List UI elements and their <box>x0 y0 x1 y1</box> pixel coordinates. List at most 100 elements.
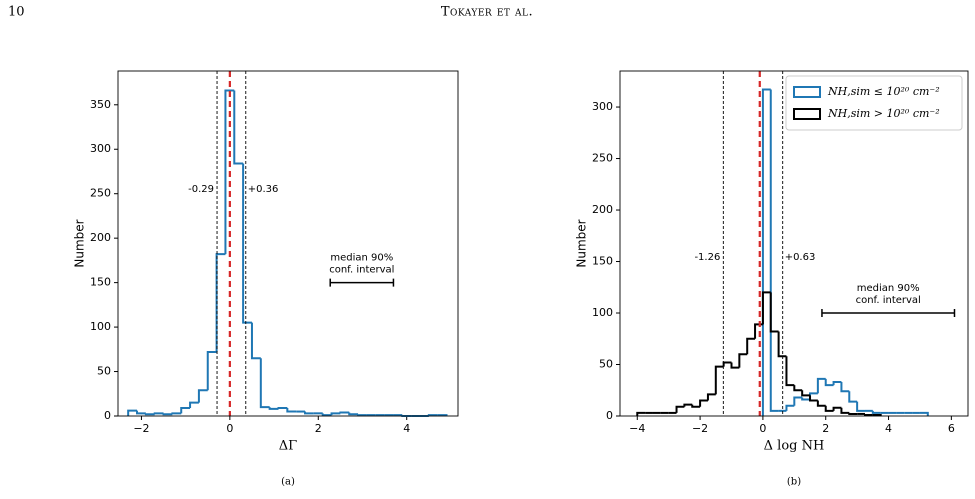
histogram-bin <box>286 407 297 413</box>
histogram-bin <box>144 413 155 416</box>
interval-label: conf. interval <box>329 265 394 276</box>
y-tick-label: 100 <box>90 320 111 333</box>
histogram-bin <box>714 365 724 395</box>
histogram-bin <box>250 322 261 360</box>
histogram-bin <box>304 411 314 415</box>
histogram-bin <box>197 389 208 403</box>
y-tick-label: 350 <box>90 98 111 111</box>
x-tick-label: −2 <box>133 422 149 435</box>
histogram-bin <box>233 90 244 165</box>
histogram-bin <box>769 89 779 412</box>
histogram-bin <box>699 399 708 407</box>
histogram-bin <box>840 407 850 414</box>
histogram-bin <box>259 358 270 409</box>
x-axis-label: Δ log NH <box>764 439 825 454</box>
histogram-bin <box>777 331 787 358</box>
histogram-bin <box>856 401 865 412</box>
legend-swatch <box>793 86 821 98</box>
histogram-bin <box>816 400 826 407</box>
histogram-bin <box>816 377 826 394</box>
histogram-bin <box>330 412 341 416</box>
histogram-bin <box>348 412 359 416</box>
histogram-bin <box>793 396 803 406</box>
histogram-bin <box>357 414 367 417</box>
plot-frame <box>619 70 969 417</box>
dashed-line-label: +0.36 <box>248 184 279 195</box>
y-tick-label: 50 <box>599 358 613 371</box>
histogram-bin <box>871 410 881 414</box>
x-tick-label: −4 <box>629 422 645 435</box>
legend-swatch <box>793 108 821 120</box>
histogram-bin <box>162 413 173 416</box>
histogram-bin <box>848 391 858 403</box>
y-tick-label: 0 <box>104 409 111 422</box>
histogram-bin <box>189 401 199 408</box>
y-tick-label: 0 <box>606 409 613 422</box>
histogram-bin <box>919 411 929 416</box>
y-tick-label: 300 <box>90 142 111 155</box>
histogram-bin <box>801 390 811 397</box>
histogram-bin <box>793 385 803 392</box>
page-number: 10 <box>8 5 25 20</box>
histogram-bin <box>809 392 818 400</box>
histogram-bin <box>636 411 646 416</box>
histogram-bin <box>738 353 748 368</box>
histogram-bin <box>761 88 771 416</box>
histogram-bin <box>691 404 701 408</box>
histogram-bin <box>832 381 842 386</box>
x-tick-label: 4 <box>885 422 892 435</box>
histogram-bin <box>824 378 834 387</box>
histogram-bin <box>180 406 191 414</box>
histogram-bin <box>242 163 252 324</box>
y-axis-label: Number <box>575 219 589 267</box>
histogram-bin <box>848 412 858 415</box>
x-axis-label: ΔΓ <box>279 439 297 454</box>
histogram-bin <box>840 382 850 393</box>
y-tick-label: 250 <box>592 152 613 165</box>
legend-box <box>785 75 963 131</box>
histogram-bin <box>801 397 811 401</box>
legend-label: NH,sim ≤ 10²⁰ cm⁻² <box>827 85 940 98</box>
histogram-bin <box>832 406 842 411</box>
dashed-line-label: -1.26 <box>694 252 720 263</box>
y-tick-label: 300 <box>592 100 613 113</box>
histogram-bin <box>722 361 732 367</box>
histogram-bin <box>206 350 217 391</box>
histogram-bin <box>785 404 795 411</box>
histogram-bin <box>171 412 182 415</box>
histogram-bin <box>785 356 795 387</box>
caption: (a) <box>281 477 295 488</box>
x-tick-label: 0 <box>759 422 766 435</box>
y-tick-label: 250 <box>90 187 111 200</box>
histogram-bin <box>277 406 288 409</box>
plot-frame <box>117 70 459 417</box>
x-tick-label: 2 <box>315 422 322 435</box>
x-tick-label: 0 <box>226 422 233 435</box>
histogram-bin <box>809 395 818 402</box>
histogram-bin <box>863 413 873 416</box>
dashed-line-label: -0.29 <box>188 184 214 195</box>
y-tick-label: 50 <box>97 365 111 378</box>
interval-label: conf. interval <box>856 295 921 306</box>
running-head: Tokayer et al. <box>441 5 533 20</box>
histogram-bin <box>339 411 350 414</box>
histogram-bin <box>268 407 279 410</box>
y-tick-label: 150 <box>592 255 613 268</box>
dashed-line-label: +0.63 <box>785 252 816 263</box>
histogram-bin <box>127 409 138 416</box>
histogram-bin <box>746 337 756 355</box>
interval-label: median 90% <box>857 283 920 294</box>
histogram-bin <box>730 362 740 369</box>
caption: (b) <box>787 477 801 488</box>
histogram-bin <box>215 253 226 352</box>
x-tick-label: 2 <box>822 422 829 435</box>
histogram-bin <box>706 393 716 401</box>
legend-label: NH,sim > 10²⁰ cm⁻² <box>827 107 940 120</box>
y-tick-label: 200 <box>592 203 613 216</box>
y-tick-label: 200 <box>90 231 111 244</box>
histogram-bin <box>675 405 685 413</box>
y-tick-label: 150 <box>90 276 111 289</box>
histogram-bin <box>136 410 146 415</box>
